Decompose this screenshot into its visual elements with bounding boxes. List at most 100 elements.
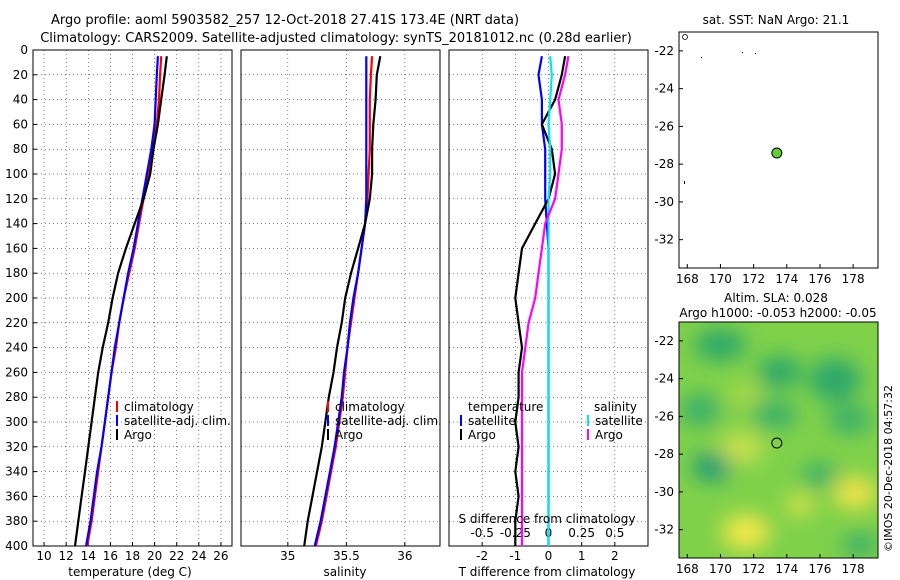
y-tick-label: 260: [5, 365, 28, 379]
y-tick-label: 360: [5, 489, 28, 503]
temperature-xlabel: temperature (deg C): [68, 565, 191, 579]
map-y-tick-label: -28: [654, 447, 674, 461]
sla-map-field: [679, 322, 878, 558]
sla-blob-low: [753, 401, 797, 429]
sla-blob-high: [833, 477, 877, 509]
map-y-tick-label: -26: [654, 119, 674, 133]
imos-credit: ©IMOS 20-Dec-2018 04:57:32: [882, 385, 895, 552]
x-tick-label: 12: [59, 549, 74, 563]
sst-map-title: sat. SST: NaN Argo: 21.1: [703, 13, 850, 27]
title-line-1: Argo profile: aoml 5903582_257 12-Oct-20…: [51, 13, 519, 28]
sla-blob-high: [786, 495, 814, 515]
y-tick-label: 140: [5, 217, 28, 231]
x-tick-label: 14: [81, 549, 96, 563]
map-y-tick-label: -28: [654, 157, 674, 171]
map-x-tick-label: 170: [709, 272, 732, 286]
map-y-tick-label: -32: [654, 523, 674, 537]
y-tick-label: 280: [5, 390, 28, 404]
y-tick-label: 0: [20, 43, 28, 57]
sla-blob-mid: [720, 432, 764, 464]
map-y-tick-label: -22: [654, 44, 674, 58]
legend-label-t-satellite: satellite: [468, 414, 516, 428]
y-tick-label: 40: [13, 93, 28, 107]
x-tick-label: 20: [147, 549, 162, 563]
sla-blob-mid: [731, 384, 759, 404]
legend-label-s-argo: Argo: [595, 428, 623, 442]
map-x-tick-label: 172: [742, 272, 765, 286]
legend-label-climatology: climatology: [124, 400, 194, 414]
sla-map-x-axis: 168 170 172 174 176 178: [676, 554, 865, 576]
temperature-series: [73, 56, 168, 546]
sla-blob-lowest: [692, 453, 732, 481]
sla-map-frame: [678, 321, 879, 559]
salinity-grid: [241, 50, 440, 546]
map-x-tick-label: 176: [809, 562, 832, 576]
sla-map-subtitle: Argo h1000: -0.053 h2000: -0.05: [679, 306, 876, 320]
map-y-tick-label: -32: [654, 233, 674, 247]
salinity-legend: climatology satellite-adj. clim. Argo: [327, 400, 442, 442]
map-y-tick-label: -24: [654, 82, 674, 96]
map-y-tick-label: -30: [654, 195, 674, 209]
difference-series: [514, 56, 570, 546]
legend-label-satellite: satellite-adj. clim.: [335, 414, 442, 428]
salinity-xlabel: salinity: [323, 565, 366, 579]
series-line-argo: [303, 55, 382, 546]
sla-map-y-axis: -22 -24 -26 -28 -30 -32: [654, 334, 683, 537]
coast-speck: [684, 181, 685, 184]
y-tick-label: 340: [5, 465, 28, 479]
y-tick-label: 400: [5, 539, 28, 553]
y-tick-label: 60: [13, 117, 28, 131]
sla-blob-low: [680, 394, 720, 426]
y-tick-label: 240: [5, 341, 28, 355]
y-tick-label: 80: [13, 142, 28, 156]
map-x-tick-label: 178: [842, 272, 865, 286]
y-tick-label: 380: [5, 514, 28, 528]
map-x-tick-label: 168: [676, 272, 699, 286]
salinity-x-axis: 35 35.5 36: [280, 542, 413, 563]
x-tick-label: 0: [545, 549, 553, 563]
series-line-satellite-adj-clim-: [313, 56, 368, 546]
y-tick-label: 300: [5, 415, 28, 429]
legend-label-t-argo: Argo: [468, 428, 496, 442]
difference-legend: temperature satellite Argo salinity sate…: [460, 400, 643, 442]
x-tick-label: 16: [103, 549, 118, 563]
map-x-tick-label: 176: [809, 272, 832, 286]
sst-map-specks: [682, 34, 756, 184]
sla-blob-low: [828, 406, 872, 434]
map-x-tick-label: 174: [775, 562, 798, 576]
map-x-tick-label: 170: [709, 562, 732, 576]
x-tick-label: 1: [578, 549, 586, 563]
legend-label-argo: Argo: [124, 428, 152, 442]
s-tick-label: 0.5: [605, 526, 624, 540]
y-tick-label: 180: [5, 266, 28, 280]
s-tick-label: 0.25: [568, 526, 595, 540]
x-tick-label: 24: [191, 549, 206, 563]
y-tick-label: 20: [13, 68, 28, 82]
s-tick-label: -0.5: [470, 526, 493, 540]
sla-blob-low: [809, 358, 861, 402]
map-y-tick-label: -26: [654, 409, 674, 423]
x-tick-label: -1: [509, 549, 521, 563]
sla-blob-low: [802, 463, 838, 487]
y-tick-label: 100: [5, 167, 28, 181]
series-line-salinity-argo: [520, 56, 570, 546]
sst-map-x-axis: 168 170 172 174 176 178: [676, 264, 865, 286]
sla-map-title: Altim. SLA: 0.028: [724, 291, 828, 305]
coast-speck: [701, 57, 702, 58]
sst-map-y-axis: -22 -24 -26 -28 -30 -32: [654, 44, 683, 247]
coast-speck: [742, 52, 743, 53]
map-y-tick-label: -30: [654, 485, 674, 499]
series-line-satellite-adj-clim-: [85, 56, 159, 546]
x-tick-label: 18: [125, 549, 140, 563]
series-line-argo: [73, 56, 168, 546]
x-tick-label: 35: [280, 549, 295, 563]
y-tick-label: 200: [5, 291, 28, 305]
legend-label-argo: Argo: [335, 428, 363, 442]
legend-heading-temperature: temperature: [468, 400, 543, 414]
depth-axis: 0 20 40 60 80 100 120 140 160 180 200 220 240 260 280 3…: [5, 43, 37, 553]
sla-blob-low: [758, 356, 802, 388]
series-line-salinity-satellite: [547, 56, 553, 546]
sla-blob-low: [842, 533, 878, 557]
temperature-grid: [33, 50, 232, 546]
s-difference-label: S difference from climatology: [459, 512, 636, 526]
